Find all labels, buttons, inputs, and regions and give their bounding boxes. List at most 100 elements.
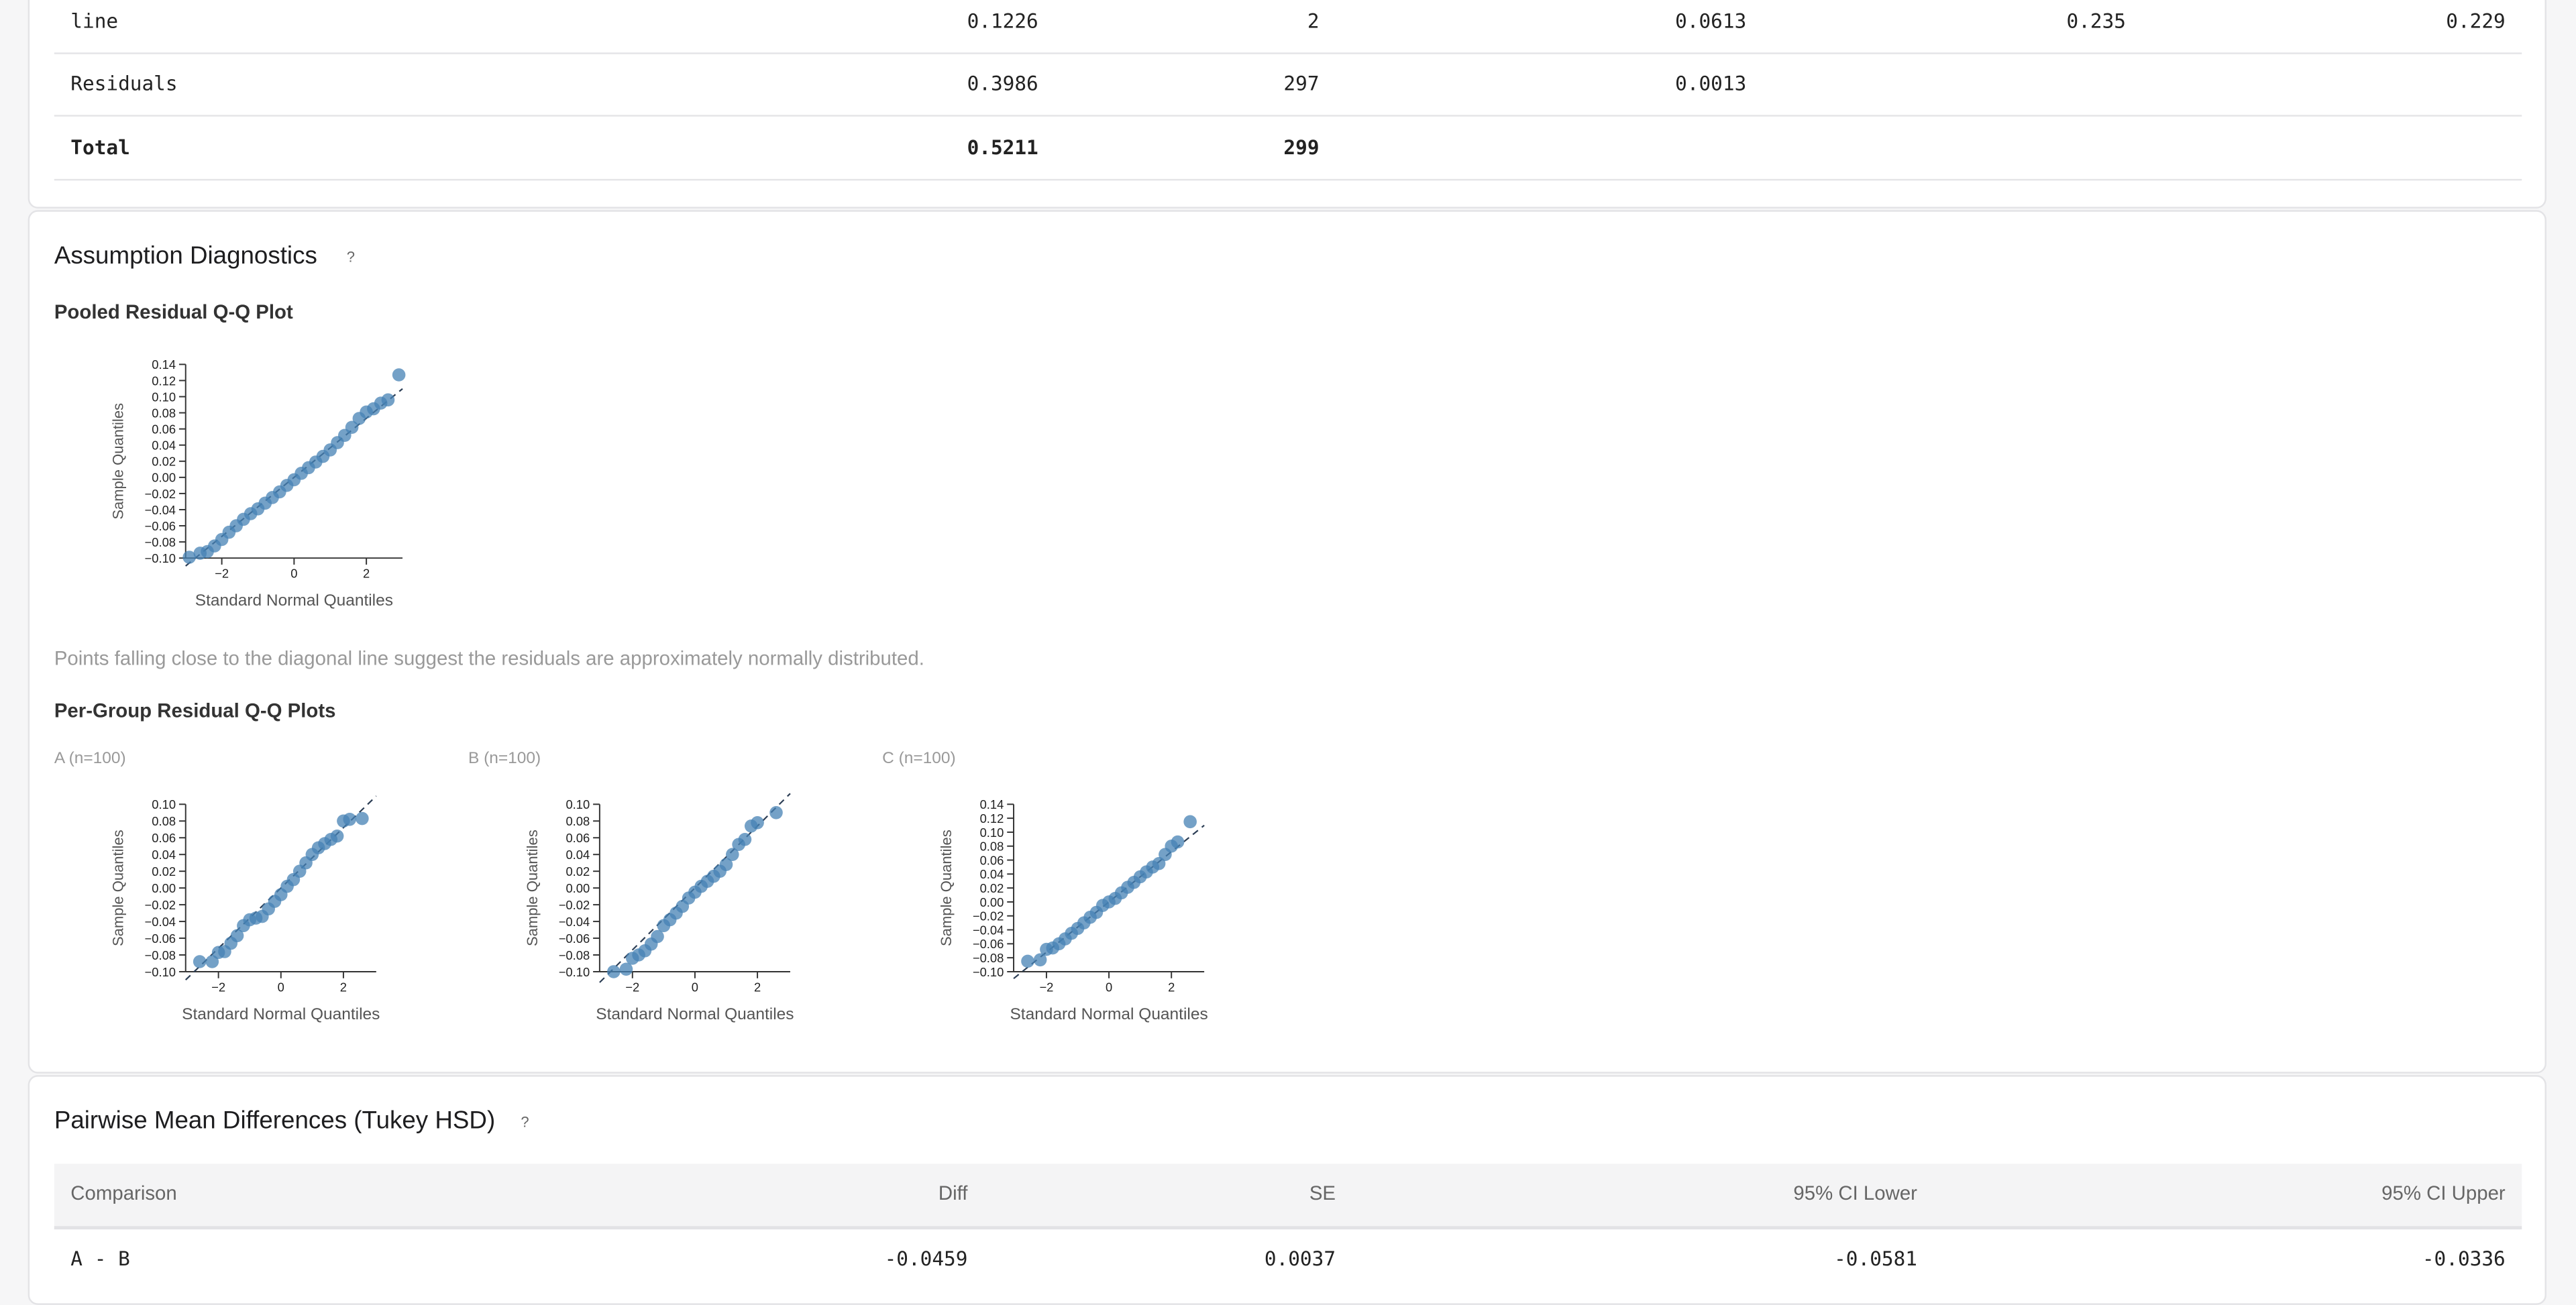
help-icon[interactable]: ?	[521, 1113, 529, 1131]
group-label: A (n=100)	[54, 750, 126, 769]
table-cell: A - B	[70, 1247, 130, 1271]
y-tick-label: 0.02	[566, 864, 590, 878]
table-cell: Total	[70, 136, 130, 160]
table-cell: 2	[1307, 9, 1320, 33]
y-tick-label: −0.08	[973, 951, 1004, 965]
y-tick-label: −0.06	[973, 937, 1004, 951]
qq-point	[726, 848, 739, 862]
qq-point	[230, 929, 244, 943]
qq-point	[1021, 954, 1034, 968]
x-tick-label: 0	[278, 980, 284, 994]
y-axis-label: Sample Quantiles	[110, 403, 127, 520]
y-tick-label: 0.10	[152, 797, 176, 811]
y-tick-label: 0.02	[152, 864, 176, 878]
y-tick-label: 0.06	[566, 831, 590, 845]
qq-point	[381, 393, 395, 407]
y-tick-label: 0.08	[980, 840, 1004, 854]
x-tick-label: 2	[363, 567, 370, 581]
y-axis-label: Sample Quantiles	[110, 830, 127, 946]
table-cell: 299	[1283, 136, 1320, 160]
table-cell: 297	[1283, 72, 1320, 95]
qq-point	[607, 965, 621, 978]
table-cell: 95% CI Lower	[1793, 1182, 1917, 1205]
y-tick-label: −0.02	[145, 898, 176, 912]
y-tick-label: 0.08	[152, 406, 176, 420]
table-cell: 0.235	[2066, 9, 2127, 33]
group-label: B (n=100)	[468, 750, 541, 769]
row-divider	[54, 52, 2522, 54]
subsection-title: Pooled Residual Q-Q Plot	[54, 300, 293, 324]
qq-point	[651, 929, 664, 944]
y-tick-label: −0.02	[973, 909, 1004, 923]
qq-point	[769, 806, 783, 819]
table-cell: 0.0037	[1264, 1247, 1336, 1271]
table-cell: 0.3986	[967, 72, 1038, 95]
y-tick-label: 0.06	[980, 853, 1004, 867]
x-axis-label: Standard Normal Quantiles	[182, 1005, 380, 1023]
y-tick-label: −0.10	[559, 965, 590, 979]
y-tick-label: −0.02	[559, 898, 590, 912]
y-tick-label: 0.00	[980, 895, 1004, 909]
qq-point	[356, 811, 369, 826]
y-tick-label: 0.00	[566, 881, 590, 895]
qq-point	[205, 955, 219, 968]
table-cell: line	[70, 9, 119, 33]
y-tick-label: 0.02	[152, 455, 176, 469]
y-tick-label: −0.10	[145, 551, 176, 565]
y-tick-label: −0.02	[145, 487, 176, 501]
note: Points falling close to the diagonal lin…	[54, 646, 924, 670]
y-tick-label: 0.06	[152, 422, 176, 436]
y-tick-label: 0.10	[566, 797, 590, 811]
x-tick-label: −2	[215, 567, 229, 581]
anova-card	[28, 0, 2546, 209]
diagnostics-card	[28, 210, 2546, 1074]
y-tick-label: 0.14	[980, 797, 1004, 811]
table-cell: -0.0336	[2422, 1247, 2506, 1271]
table-cell: 0.0613	[1675, 9, 1747, 33]
qq-point	[392, 368, 406, 382]
x-tick-label: 2	[340, 980, 347, 994]
y-tick-label: −0.06	[559, 931, 590, 946]
qq-point	[1183, 815, 1197, 829]
y-tick-label: 0.08	[152, 814, 176, 828]
row-divider	[54, 115, 2522, 117]
x-tick-label: −2	[1039, 980, 1053, 994]
y-tick-label: 0.00	[152, 471, 176, 485]
x-axis-label: Standard Normal Quantiles	[1010, 1005, 1208, 1023]
y-tick-label: 0.10	[152, 390, 176, 404]
y-tick-label: −0.10	[145, 965, 176, 979]
x-tick-label: −2	[211, 980, 225, 994]
qq-point	[738, 832, 752, 846]
y-tick-label: −0.08	[559, 948, 590, 962]
table-cell: -0.0459	[884, 1247, 968, 1271]
qq-point	[719, 858, 733, 871]
table-cell: 0.1226	[967, 9, 1038, 33]
y-tick-label: 0.02	[980, 881, 1004, 895]
qq-point	[345, 420, 359, 435]
y-tick-label: 0.08	[566, 814, 590, 828]
y-tick-label: −0.08	[145, 535, 176, 549]
subsection-title: Per-Group Residual Q-Q Plots	[54, 699, 336, 722]
y-tick-label: −0.04	[559, 915, 590, 929]
y-tick-label: −0.08	[145, 948, 176, 962]
section-title: Assumption Diagnostics	[54, 242, 317, 270]
x-tick-label: −2	[625, 980, 639, 994]
x-axis-label: Standard Normal Quantiles	[195, 591, 393, 610]
table-cell: SE	[1309, 1182, 1336, 1205]
y-tick-label: −0.04	[973, 923, 1004, 937]
qq-point	[751, 815, 764, 830]
qq-point	[619, 962, 633, 976]
y-tick-label: 0.04	[152, 848, 176, 862]
y-tick-label: −0.04	[145, 503, 176, 517]
y-tick-label: 0.04	[566, 848, 590, 862]
table-cell: Residuals	[70, 72, 178, 95]
y-tick-label: −0.06	[145, 931, 176, 946]
table-cell: 0.0013	[1675, 72, 1747, 95]
table-cell: 0.229	[2446, 9, 2506, 33]
table-cell: Comparison	[70, 1182, 177, 1205]
help-icon[interactable]: ?	[346, 248, 356, 266]
table-cell: 0.5211	[967, 136, 1038, 160]
qq-point	[343, 813, 357, 826]
